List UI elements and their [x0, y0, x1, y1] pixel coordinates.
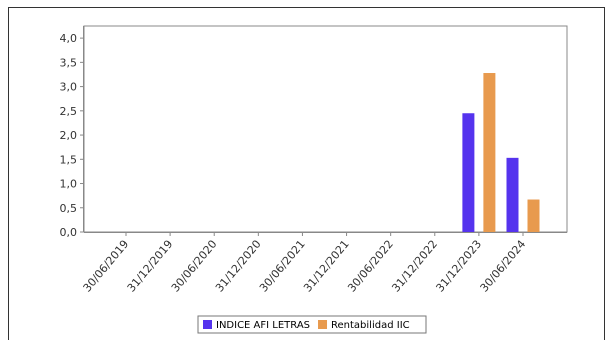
- legend-swatch: [203, 320, 212, 329]
- legend: INDICE AFI LETRAS Rentabilidad IIC: [197, 315, 427, 334]
- bar-indice-afi-letras: [506, 157, 519, 232]
- bar-rentabilidad-iic: [527, 199, 540, 232]
- bar-rentabilidad-iic: [483, 73, 496, 232]
- y-tick-label: 3,5: [60, 56, 78, 69]
- x-tick-label: 30/06/2024: [478, 238, 529, 295]
- x-axis: 30/06/201931/12/201930/06/202031/12/2020…: [81, 232, 567, 295]
- y-tick-label: 1,0: [60, 178, 78, 191]
- y-axis: 0,0 0,5 1,0 1,5 2,0 2,5 3,0 3,5 4,0: [60, 26, 84, 239]
- bars: [462, 73, 540, 232]
- legend-box: [197, 315, 427, 334]
- y-tick-label: 0,5: [60, 202, 78, 215]
- legend-label: INDICE AFI LETRAS: [216, 320, 310, 331]
- y-tick-label: 0,0: [60, 226, 78, 239]
- legend-label: Rentabilidad IIC: [331, 320, 410, 331]
- bar-indice-afi-letras: [462, 113, 475, 232]
- y-tick-label: 3,0: [60, 81, 78, 94]
- y-tick-label: 2,5: [60, 105, 78, 118]
- y-tick-label: 2,0: [60, 129, 78, 142]
- y-tick-label: 1,5: [60, 153, 78, 166]
- legend-swatch: [318, 320, 328, 329]
- y-tick-label: 4,0: [60, 32, 78, 45]
